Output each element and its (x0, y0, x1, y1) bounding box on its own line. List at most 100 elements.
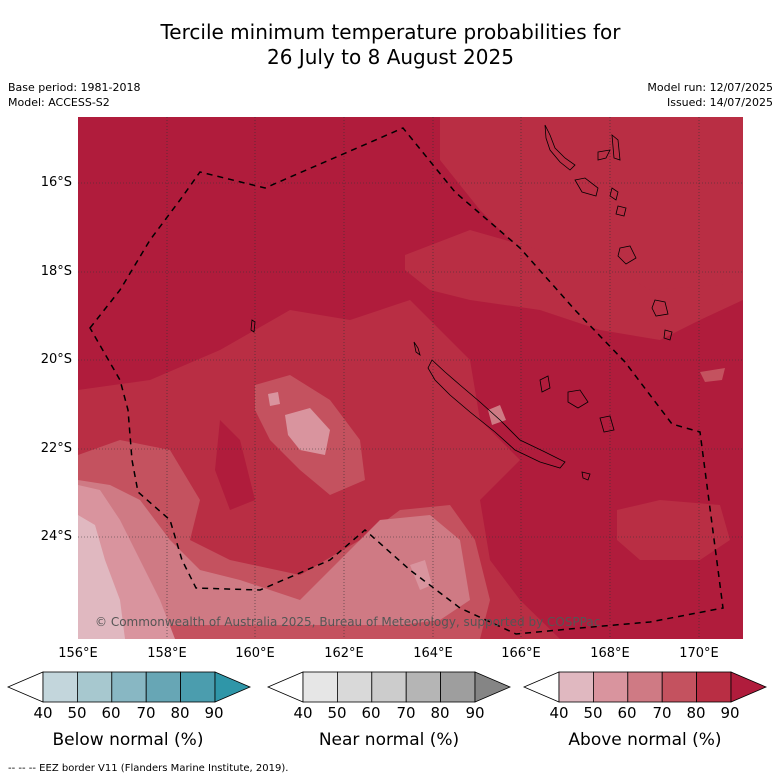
above-normal-80-region-mid (405, 230, 743, 340)
eez-footnote: -- -- -- EEZ border V11 (Flanders Marine… (8, 763, 289, 774)
lon-label-166e: 166°E (501, 646, 541, 661)
lon-label-164e: 164°E (413, 646, 453, 661)
run-info: Model run: 12/07/2025 Issued: 14/07/2025 (647, 80, 773, 110)
colorbar-near-bin-70 (405, 671, 442, 703)
issued-text: Issued: 14/07/2025 (666, 96, 773, 109)
colorbar-below-min-extend (6, 671, 44, 703)
vanuatu-tanna (663, 329, 673, 341)
cb-below-tick-40: 40 (33, 704, 53, 722)
colorbar-below-max-extend (214, 671, 252, 703)
cb-above-title: Above normal (%) (568, 730, 722, 750)
colorbar-above-bin-80 (696, 671, 732, 703)
colorbar-near (266, 671, 512, 703)
cb-near-tick-60: 60 (361, 704, 381, 722)
cb-above-tick-60: 60 (617, 704, 637, 722)
copyright-text: © Commonwealth of Australia 2025, Bureau… (95, 615, 601, 629)
lat-label-20s: 20°S (40, 352, 72, 367)
colorbar-above-bin-40 (558, 671, 594, 703)
vanuatu-island-a (597, 149, 611, 161)
graticule (78, 117, 743, 639)
vanuatu-espiritu-santo (544, 124, 576, 171)
colorbar-near-bin-60 (371, 671, 407, 703)
cb-above-tick-80: 80 (686, 704, 706, 722)
above-normal-50-region-center (285, 408, 330, 455)
cb-below-tick-90: 90 (204, 704, 224, 722)
above-normal-50-region-south (410, 560, 432, 590)
cb-near-title: Near normal (%) (318, 730, 460, 750)
base-period-text: Base period: 1981-2018 (8, 81, 141, 94)
new-caledonia-coast (427, 359, 566, 469)
lon-label-168e: 168°E (590, 646, 630, 661)
colorbar-below-bin-70 (145, 671, 181, 703)
mare-coast (599, 415, 615, 433)
colorbar-near-bin-50 (336, 671, 373, 703)
cb-near-tick-50: 50 (327, 704, 347, 722)
islet-belep (413, 341, 421, 357)
lon-label-160e: 160°E (235, 646, 275, 661)
cb-below-title: Below normal (%) (52, 730, 204, 750)
vanuatu-malakula (574, 177, 599, 197)
colorbar-near-bin-40 (302, 671, 338, 703)
lat-label-18s: 18°S (40, 264, 72, 279)
cb-below-tick-60: 60 (101, 704, 121, 722)
ouvea-coast (539, 375, 551, 393)
cb-below-tick-80: 80 (170, 704, 190, 722)
vanuatu-island-d (615, 205, 627, 217)
above-normal-60-region (78, 480, 470, 625)
eez-border (89, 127, 724, 635)
cb-above-tick-90: 90 (720, 704, 740, 722)
title-line-1: Tercile minimum temperature probabilitie… (160, 20, 621, 44)
colorbar-near-bin-80 (440, 671, 476, 703)
model-run-text: Model run: 12/07/2025 (647, 81, 773, 94)
coastlines (250, 124, 673, 481)
cb-above-tick-70: 70 (652, 704, 672, 722)
colorbar-above-bin-50 (593, 671, 629, 703)
islet-chesterfield (250, 319, 256, 333)
colorbar-below-bin-80 (180, 671, 216, 703)
above-normal-80-region-ne (440, 117, 743, 300)
colorbar-above-bin-60 (627, 671, 663, 703)
isle-of-pines-coast (581, 471, 591, 481)
cb-below-tick-70: 70 (136, 704, 156, 722)
colorbar-below-bin-40 (42, 671, 78, 703)
cb-below-tick-50: 50 (67, 704, 87, 722)
above-normal-50-region-spot (268, 392, 280, 406)
colorbar-above-bin-70 (661, 671, 698, 703)
cb-near-tick-40: 40 (293, 704, 313, 722)
map-title: Tercile minimum temperature probabilitie… (0, 20, 781, 70)
model-info: Base period: 1981-2018 Model: ACCESS-S2 (8, 80, 140, 110)
colorbar-above (522, 671, 768, 703)
probability-field (78, 117, 743, 639)
cb-above-tick-50: 50 (583, 704, 603, 722)
title-line-2: 26 July to 8 August 2025 (267, 45, 514, 69)
vanuatu-island-c (609, 187, 619, 201)
colorbar-below (6, 671, 252, 703)
lat-label-22s: 22°S (40, 441, 72, 456)
cb-near-tick-80: 80 (430, 704, 450, 722)
cb-above-tick-40: 40 (549, 704, 569, 722)
vanuatu-efate (617, 245, 637, 265)
lat-label-16s: 16°S (40, 175, 72, 190)
lon-label-158e: 158°E (147, 646, 187, 661)
colorbar-above-min-extend (522, 671, 560, 703)
lat-label-24s: 24°S (40, 529, 72, 544)
colorbar-below-bin-50 (77, 671, 113, 703)
vanuatu-erromango (651, 299, 669, 317)
colorbar-below-bin-60 (111, 671, 147, 703)
model-text: Model: ACCESS-S2 (8, 96, 110, 109)
colorbar-near-max-extend (474, 671, 512, 703)
cb-near-tick-70: 70 (396, 704, 416, 722)
above-normal-40-region-sw (78, 515, 125, 639)
above-normal-90-region-inner (215, 420, 255, 510)
colorbar-above-max-extend (730, 671, 768, 703)
lon-label-170e: 170°E (679, 646, 719, 661)
above-normal-70-region-east (700, 368, 725, 382)
above-normal-80-region-se (617, 500, 730, 560)
cb-near-tick-90: 90 (465, 704, 485, 722)
colorbar-near-min-extend (266, 671, 304, 703)
lon-label-156e: 156°E (58, 646, 98, 661)
vanuatu-island-b (611, 134, 621, 161)
lon-label-162e: 162°E (324, 646, 364, 661)
